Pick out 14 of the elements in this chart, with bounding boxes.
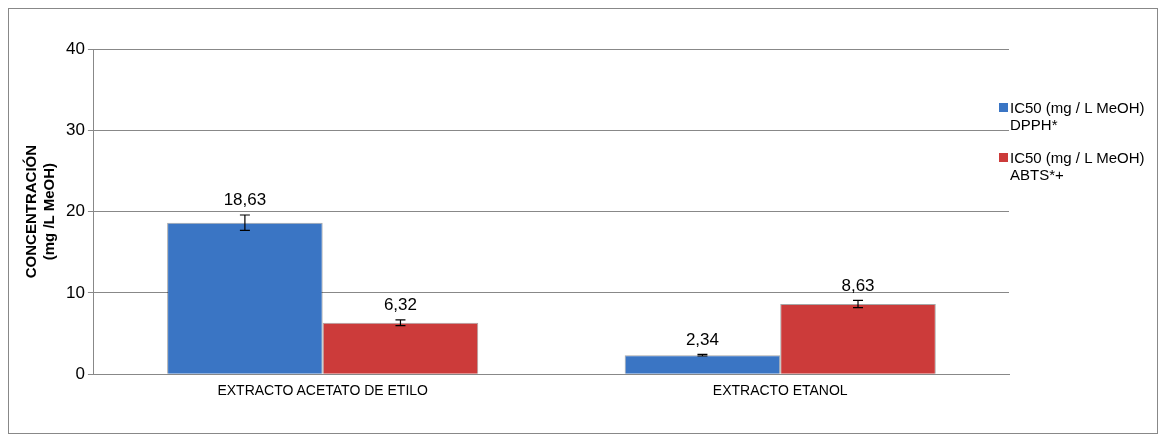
legend-label: IC50 (mg / L MeOH) ABTS*+ bbox=[1010, 149, 1146, 183]
y-tick-label: 0 bbox=[75, 363, 85, 383]
y-tick-label: 10 bbox=[65, 282, 85, 302]
x-tick-label: EXTRACTO ETANOL bbox=[712, 382, 848, 399]
data-label: 6,32 bbox=[383, 295, 418, 315]
x-tick-label: EXTRACTO ACETATO DE ETILO bbox=[217, 382, 429, 399]
y-axis-title: CONCENTRACIÓN (mg /L MeOH) bbox=[22, 144, 58, 279]
y-tick-label: 20 bbox=[65, 201, 85, 221]
y-tick-label: 30 bbox=[65, 119, 85, 139]
data-label: 2,34 bbox=[685, 329, 719, 349]
data-label: 18,63 bbox=[223, 190, 267, 210]
y-tick-label: 40 bbox=[65, 38, 85, 58]
legend-label: IC50 (mg / L MeOH) DPPH* bbox=[1010, 99, 1146, 133]
data-label: 8,63 bbox=[841, 275, 875, 295]
